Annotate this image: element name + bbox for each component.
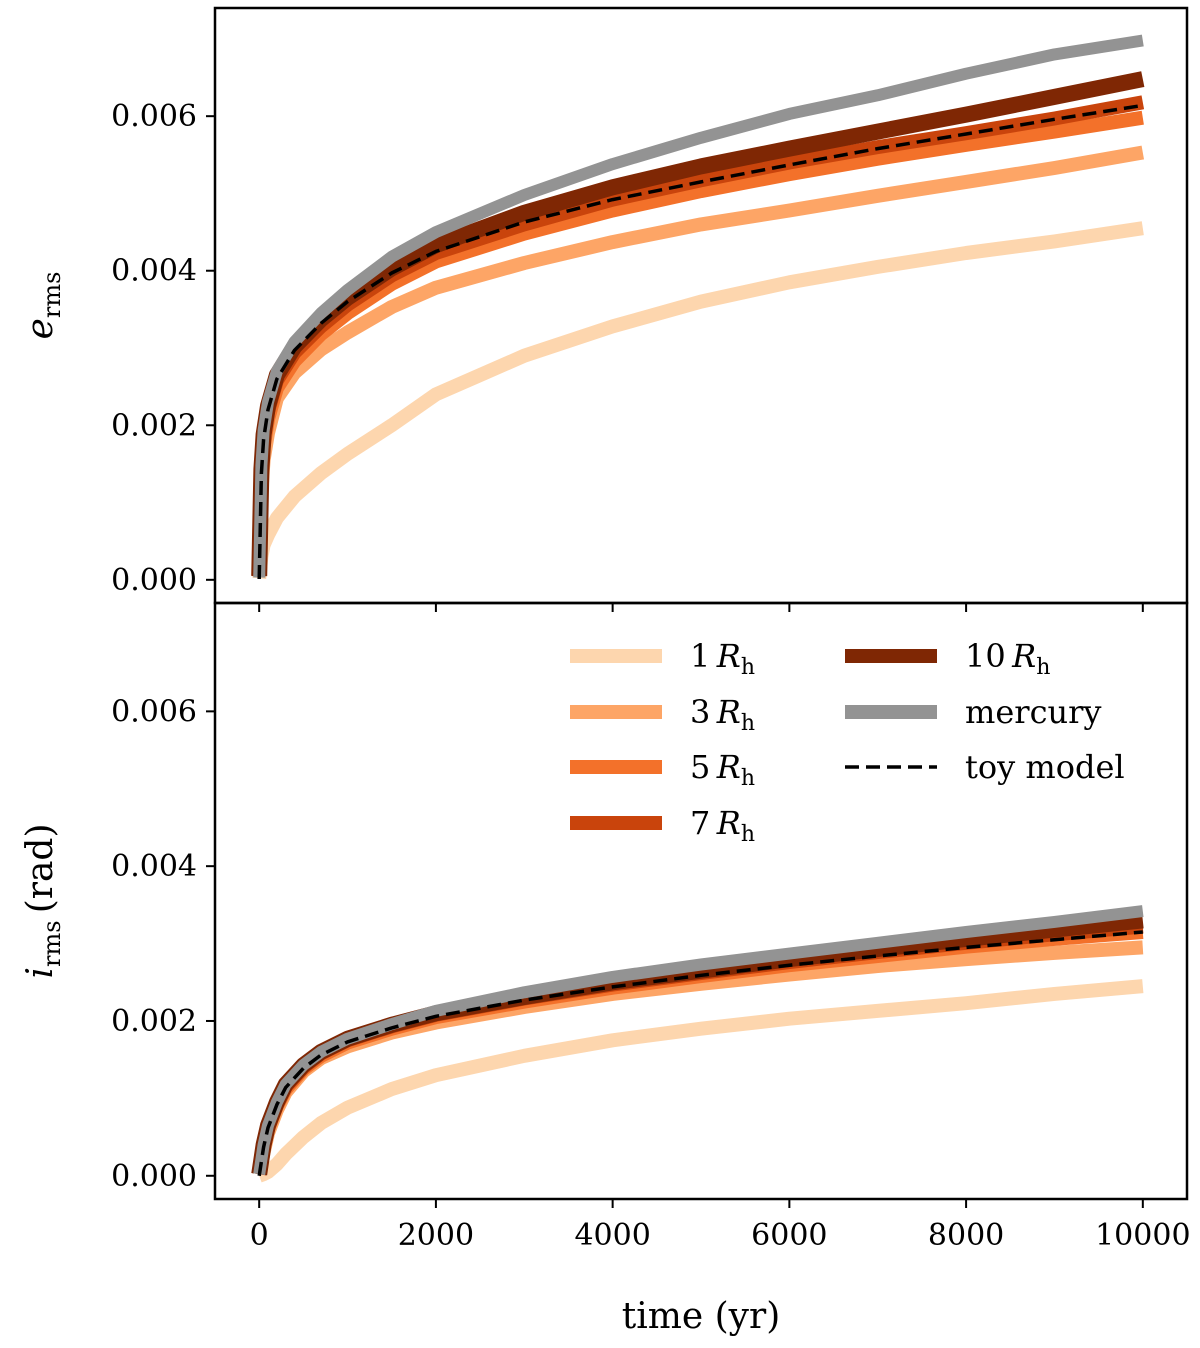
- top-series-3-r_h: [252, 145, 1145, 577]
- bottom-ylabel: irms (rad): [20, 823, 66, 978]
- top-ytick-label: 0.006: [111, 99, 197, 134]
- legend: 1 Rh 3 Rh 5 Rh 7 Rh 10 Rh mercury toy model: [570, 637, 1125, 847]
- bottom-plot-area: [251, 905, 1144, 1183]
- bottom-ytick-label: 0.004: [111, 849, 197, 884]
- top-series-toy-model: [257, 103, 1144, 580]
- legend-label: 5 Rh: [690, 748, 755, 791]
- top-ytick-label: 0.002: [111, 408, 197, 443]
- top-ytick-label: 0.004: [111, 254, 197, 289]
- legend-label: 1 Rh: [690, 637, 755, 680]
- bottom-xtick-label: 8000: [928, 1218, 1004, 1253]
- top-series-10-r_h: [251, 71, 1145, 577]
- bottom-axes-frame: [213, 601, 1189, 1201]
- top-plot-area: [251, 34, 1145, 580]
- bottom-xtick-label: 4000: [574, 1218, 650, 1253]
- bottom-xtick-label: 10000: [1095, 1218, 1190, 1253]
- top-ylabel: erms: [20, 272, 66, 340]
- bottom-ytick-label: 0.002: [111, 1004, 197, 1039]
- legend-label: mercury: [965, 693, 1101, 731]
- top-ytick-label: 0.000: [111, 563, 197, 598]
- bottom-series-1-r_h: [256, 979, 1144, 1183]
- bottom-series-toy-model: [257, 930, 1143, 1177]
- bottom-ytick-label: 0.006: [111, 694, 197, 729]
- bottom-xtick-label: 0: [250, 1218, 269, 1253]
- bottom-xtick-label: 2000: [398, 1218, 474, 1253]
- legend-label: 7 Rh: [690, 804, 755, 847]
- bottom-xtick-label: 6000: [751, 1218, 827, 1253]
- bottom-ytick-label: 0.000: [111, 1159, 197, 1194]
- legend-label: 3 Rh: [690, 693, 755, 736]
- xlabel: time (yr): [622, 1296, 781, 1337]
- legend-label: 10 Rh: [965, 637, 1050, 680]
- legend-label: toy model: [965, 748, 1125, 786]
